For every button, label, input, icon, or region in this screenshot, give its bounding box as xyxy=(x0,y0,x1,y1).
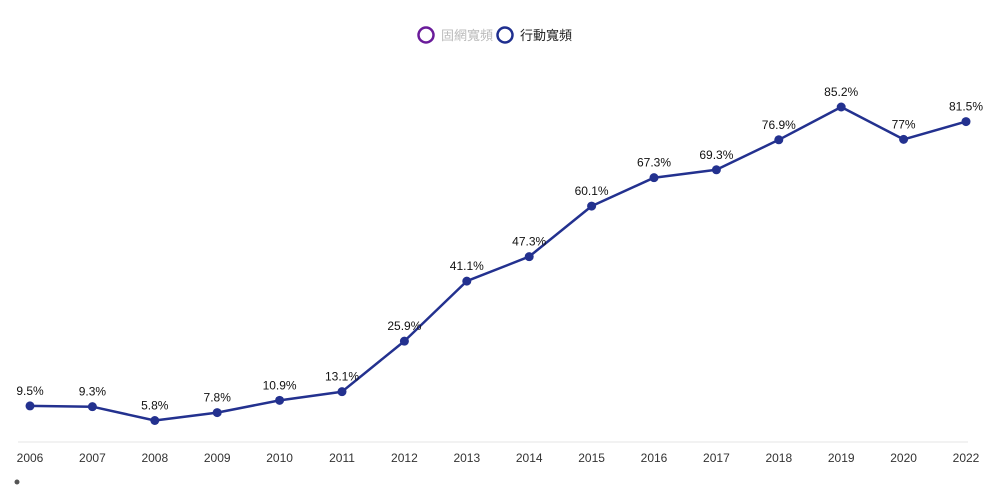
data-label: 67.3% xyxy=(637,156,671,170)
x-tick-label: 2014 xyxy=(516,451,543,465)
x-tick-label: 2022 xyxy=(953,451,980,465)
legend-item-mobile-broadband[interactable]: 行動寬頻 xyxy=(496,26,573,45)
x-tick-label: 2010 xyxy=(266,451,293,465)
x-tick-label: 2019 xyxy=(828,451,855,465)
x-tick-label: 2015 xyxy=(578,451,605,465)
data-labels: 9.5% 9.3% 5.8% 7.8% 10.9% 13.1% 25.9% 41.1% 47.3… xyxy=(16,85,983,413)
data-label: 9.5% xyxy=(16,384,44,398)
x-tick-label: 2012 xyxy=(391,451,418,465)
data-point[interactable] xyxy=(337,387,347,397)
data-point[interactable] xyxy=(399,336,409,346)
legend-marker-mobile-broadband-icon xyxy=(496,26,514,44)
data-point[interactable] xyxy=(87,402,97,412)
data-label: 85.2% xyxy=(824,85,858,99)
data-point[interactable] xyxy=(836,102,846,112)
data-label: 77% xyxy=(892,117,916,131)
x-tick-label: 2006 xyxy=(17,451,44,465)
series-points xyxy=(25,102,971,425)
legend-item-fixed-broadband[interactable]: 固網寬頻 xyxy=(417,26,494,45)
data-label: 10.9% xyxy=(263,378,297,392)
legend: 固網寬頻 行動寬頻 xyxy=(417,26,573,45)
series-line-mobile-broadband xyxy=(29,105,967,422)
data-point[interactable] xyxy=(587,201,597,211)
legend-label-fixed-broadband: 固網寬頻 xyxy=(441,28,493,44)
data-label: 7.8% xyxy=(204,391,232,405)
data-point[interactable] xyxy=(275,395,285,405)
legend-label-mobile-broadband: 行動寬頻 xyxy=(520,28,572,44)
data-point[interactable] xyxy=(462,276,472,286)
x-tick-label: 2018 xyxy=(765,451,792,465)
data-label: 47.3% xyxy=(512,235,546,249)
data-point[interactable] xyxy=(961,117,971,127)
x-tick-label: 2020 xyxy=(890,451,917,465)
x-tick-label: 2017 xyxy=(703,451,730,465)
x-tick-label: 2016 xyxy=(641,451,668,465)
legend-marker-fixed-broadband-icon xyxy=(417,26,435,44)
pager-dot xyxy=(14,479,20,485)
data-point[interactable] xyxy=(150,416,160,425)
data-point[interactable] xyxy=(711,165,721,175)
data-point[interactable] xyxy=(212,408,222,418)
x-tick-label: 2009 xyxy=(204,451,231,465)
x-axis-ticks: 2006 2007 2008 2009 2010 2011 2012 2013 2014 2015… xyxy=(17,451,980,465)
data-label: 25.9% xyxy=(387,319,421,333)
data-point[interactable] xyxy=(524,252,534,262)
data-label: 5.8% xyxy=(141,399,169,413)
data-label: 60.1% xyxy=(575,184,609,198)
x-tick-label: 2008 xyxy=(141,451,168,465)
data-label: 81.5% xyxy=(949,100,983,114)
data-label: 76.9% xyxy=(762,118,796,132)
data-point[interactable] xyxy=(649,173,659,183)
data-point[interactable] xyxy=(25,401,35,411)
data-label: 13.1% xyxy=(325,370,359,384)
x-tick-label: 2013 xyxy=(453,451,480,465)
x-tick-label: 2007 xyxy=(79,451,106,465)
x-tick-label: 2011 xyxy=(329,451,355,465)
data-point[interactable] xyxy=(899,134,909,144)
data-label: 41.1% xyxy=(450,259,484,273)
data-label: 9.3% xyxy=(79,385,107,399)
data-point[interactable] xyxy=(774,135,784,145)
data-label: 69.3% xyxy=(699,148,733,162)
